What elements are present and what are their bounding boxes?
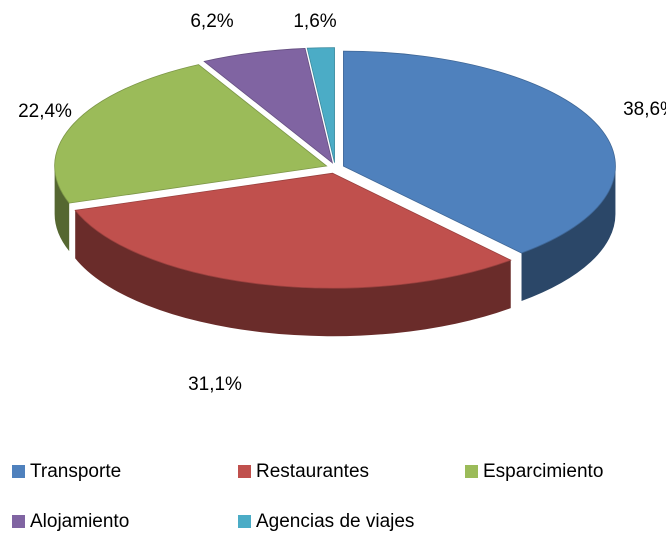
pie-sides (54, 166, 616, 337)
legend-swatch (238, 515, 251, 528)
pie-slice-side (75, 210, 511, 337)
pie-slice (54, 64, 328, 204)
legend-swatch (12, 515, 25, 528)
legend-label: Transporte (30, 461, 121, 482)
pie-tops (54, 47, 616, 289)
pie-slice (203, 48, 334, 164)
pie-slice-side (54, 166, 70, 252)
legend-swatch (12, 465, 25, 478)
legend-label: Restaurantes (256, 461, 369, 482)
pie-slice-side (521, 166, 616, 302)
pie-slice (74, 172, 512, 289)
legend-label: Agencias de viajes (256, 511, 414, 532)
data-label: 22,4% (18, 101, 72, 122)
data-label: 6,2% (190, 11, 233, 32)
legend-swatch (238, 465, 251, 478)
data-label: 31,1% (188, 374, 242, 395)
data-label: 38,6% (623, 99, 666, 120)
legend-label: Alojamiento (30, 511, 129, 532)
legend-label: Esparcimiento (483, 461, 603, 482)
pie-slice (306, 47, 335, 163)
pie-slice (343, 50, 616, 254)
legend-swatch (465, 465, 478, 478)
data-label: 1,6% (293, 11, 336, 32)
